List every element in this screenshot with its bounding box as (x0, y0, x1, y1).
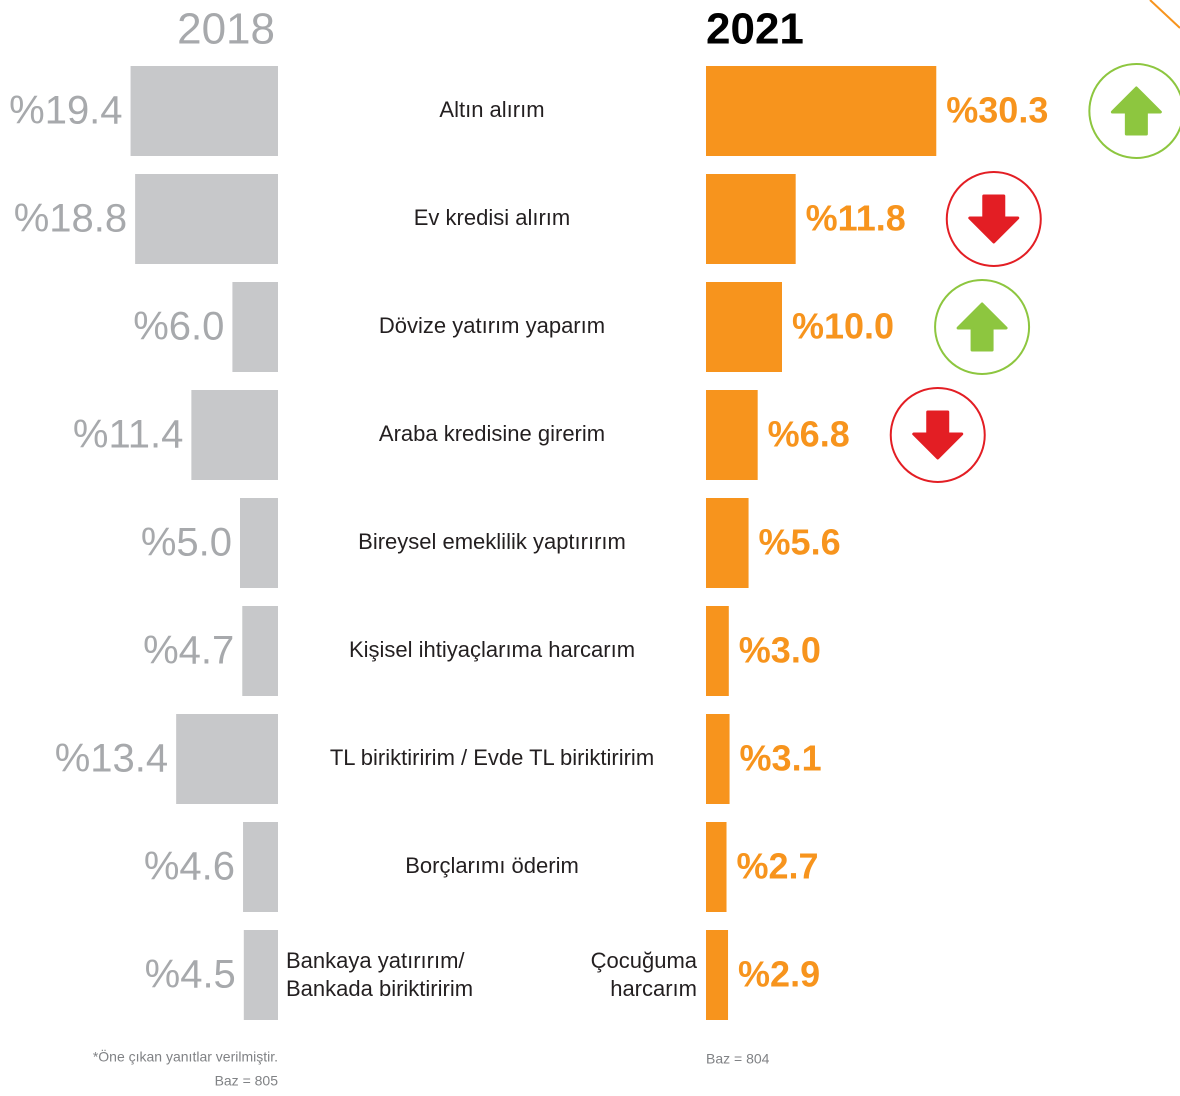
bar-2021 (706, 498, 749, 588)
trend-arrow (968, 194, 1020, 244)
bar-2021 (706, 282, 782, 372)
category-label-right: harcarım (610, 976, 697, 1001)
value-label-2018: %18.8 (14, 197, 127, 241)
category-label-left: Bankaya yatırırım/ (286, 948, 465, 973)
category-label: Kişisel ihtiyaçlarıma harcarım (349, 637, 635, 662)
category-label: TL biriktiririm / Evde TL biriktiririm (330, 745, 654, 770)
bar-2021 (706, 822, 727, 912)
right-header: 2021 (706, 5, 804, 54)
bar-2018 (232, 282, 278, 372)
value-label-2018: %4.7 (143, 629, 234, 673)
category-label-right: Çocuğuma (591, 948, 698, 973)
base-left: Baz = 805 (215, 1073, 279, 1089)
value-label-2021: %10.0 (792, 306, 894, 347)
trend-icon (1088, 63, 1180, 159)
bar-2021 (706, 606, 729, 696)
value-label-2018: %4.6 (144, 845, 235, 889)
category-label: Borçlarımı öderim (405, 853, 579, 878)
bar-2018 (176, 714, 278, 804)
category-label: Dövize yatırım yaparım (379, 313, 605, 338)
value-label-2021: %3.0 (739, 630, 821, 671)
value-label-2018: %4.5 (145, 953, 236, 997)
trend-arrow (1110, 86, 1162, 136)
bar-2018 (240, 498, 278, 588)
category-label: Altın alırım (439, 97, 544, 122)
value-label-2021: %2.7 (737, 846, 819, 887)
value-label-2021: %11.8 (806, 198, 906, 239)
category-label: Bireysel emeklilik yaptırırım (358, 529, 626, 554)
value-label-2021: %3.1 (740, 738, 822, 779)
category-label-left: Bankada biriktiririm (286, 976, 473, 1001)
value-label-2021: %6.8 (768, 414, 850, 455)
value-label-2018: %6.0 (133, 305, 224, 349)
bar-2018 (242, 606, 278, 696)
category-label: Araba kredisine girerim (379, 421, 605, 446)
bar-2018 (243, 822, 278, 912)
bar-2018 (130, 66, 278, 156)
trend-arrow (912, 410, 964, 460)
bar-2021 (706, 174, 796, 264)
base-right: Baz = 804 (706, 1051, 770, 1067)
value-label-2018: %19.4 (9, 89, 122, 133)
bar-2021 (706, 390, 758, 480)
bar-2018 (191, 390, 278, 480)
value-label-2021: %5.6 (759, 522, 841, 563)
value-label-2021: %2.9 (738, 954, 820, 995)
bar-2018 (135, 174, 278, 264)
corner-decoration (1149, 0, 1180, 29)
value-label-2018: %11.4 (73, 413, 183, 457)
trend-icon (945, 171, 1042, 267)
bar-2018 (243, 930, 278, 1020)
category-label: Ev kredisi alırım (414, 205, 570, 230)
left-header: 2018 (177, 5, 275, 54)
bar-2021 (706, 714, 730, 804)
trend-arrow (956, 302, 1008, 352)
value-label-2018: %5.0 (141, 521, 232, 565)
trend-icon (934, 279, 1031, 375)
value-label-2018: %13.4 (55, 737, 168, 781)
bar-2021 (706, 930, 729, 1020)
bar-2021 (706, 66, 937, 156)
footnote: *Öne çıkan yanıtlar verilmiştir. (93, 1048, 278, 1065)
value-label-2021: %30.3 (946, 90, 1048, 131)
trend-icon (889, 387, 986, 483)
